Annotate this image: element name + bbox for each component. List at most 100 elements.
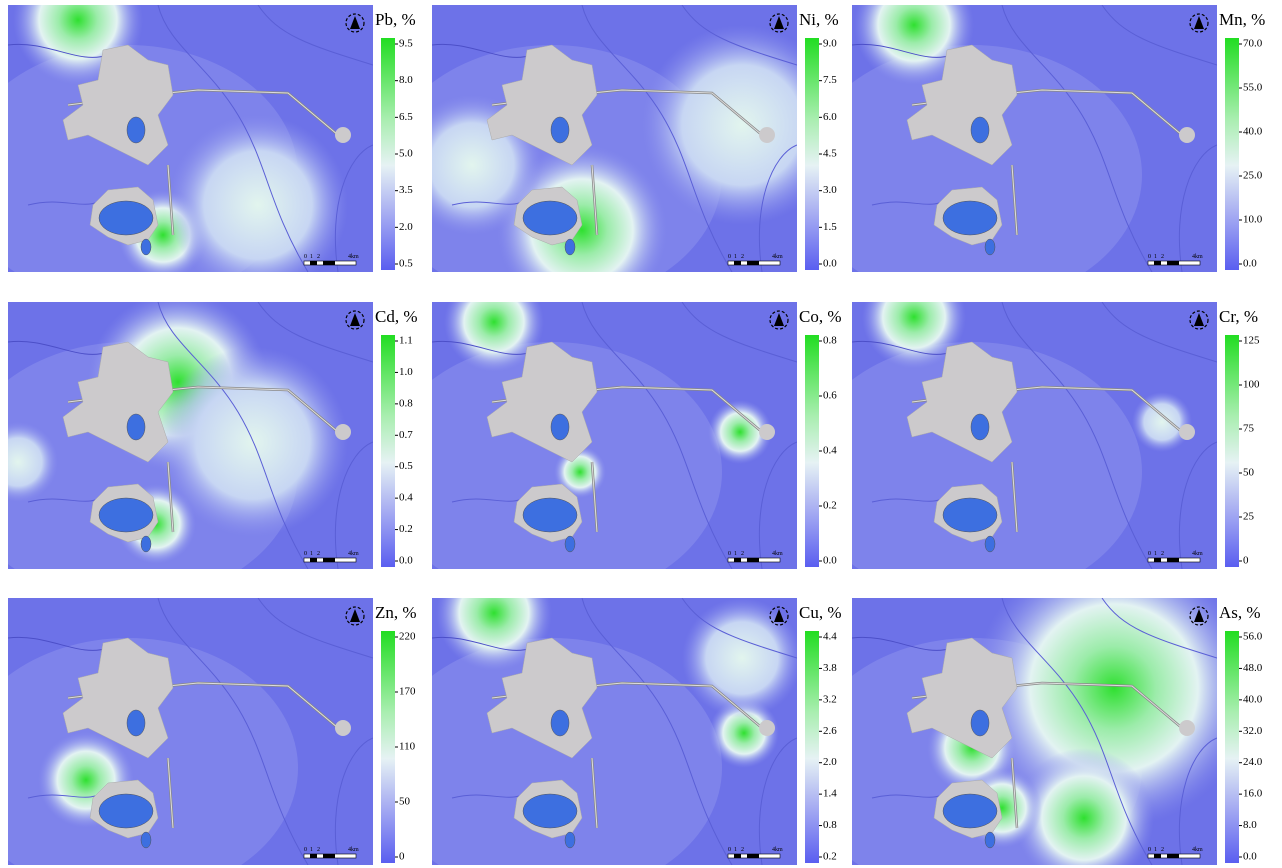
pond: [335, 720, 351, 736]
scale-bar-seg: [1154, 854, 1161, 858]
scale-label: 0: [728, 551, 731, 557]
tick-label: 0.6: [823, 390, 837, 402]
tick-label: 110: [399, 741, 416, 753]
scale-label: 0: [304, 551, 307, 557]
scale-bar-seg: [310, 558, 317, 562]
tick-label: 7.5: [823, 74, 837, 86]
tick-label: 75: [1243, 423, 1255, 435]
lake: [523, 498, 577, 532]
tick-label: 220: [399, 631, 416, 643]
tick-label: 2.0: [823, 756, 837, 768]
scale-bar-seg: [323, 854, 335, 858]
scale-label: 1: [734, 254, 737, 260]
tick-label: 24.0: [1243, 756, 1263, 768]
tick-label: 50: [1243, 467, 1255, 479]
scale-label: 1: [734, 847, 737, 853]
tick-label: 3.0: [823, 184, 837, 196]
scale-label: 1: [734, 551, 737, 557]
legend-title: Cu, %: [799, 603, 842, 622]
lake: [127, 117, 145, 143]
tick-label: 40.0: [1243, 693, 1263, 705]
map: [382, 555, 802, 868]
tick-label: 6.5: [399, 111, 413, 123]
tick-label: 0.2: [823, 851, 837, 863]
tick-label: 8.0: [399, 74, 413, 86]
legend-title: Cd, %: [375, 307, 418, 326]
tick-label: 9.0: [823, 38, 837, 50]
tick-label: 32.0: [1243, 725, 1263, 737]
tick-label: 70.0: [1243, 38, 1263, 50]
tick-label: 5.0: [399, 148, 413, 160]
lake: [985, 239, 995, 255]
tick-label: 3.8: [823, 662, 837, 674]
lake: [551, 117, 569, 143]
scale-label: 2: [1161, 254, 1164, 260]
lake: [523, 201, 577, 235]
lake: [127, 414, 145, 440]
scale-label: 0: [1148, 254, 1151, 260]
scale-label: 4km: [348, 551, 359, 557]
scale-label: 2: [317, 254, 320, 260]
lake: [943, 201, 997, 235]
lake: [971, 414, 989, 440]
hotspot: [1132, 392, 1192, 452]
tick-label: 9.5: [399, 38, 413, 50]
tick-label: 55.0: [1243, 82, 1263, 94]
color-bar: [381, 335, 395, 567]
scale-bar-seg: [734, 558, 741, 562]
color-bar: [1225, 631, 1239, 863]
scale-label: 1: [1154, 551, 1157, 557]
tick-label: 0.7: [399, 429, 413, 441]
scale-label: 0: [1148, 551, 1151, 557]
lake: [971, 710, 989, 736]
tick-label: 0.2: [399, 523, 413, 535]
pond: [759, 127, 775, 143]
tick-label: 6.0: [823, 111, 837, 123]
lake: [985, 832, 995, 848]
map-figure: 0124kmPb, %9.58.06.55.03.52.00.50124kmNi…: [0, 0, 1282, 868]
scale-label: 0: [304, 847, 307, 853]
scale-label: 2: [317, 847, 320, 853]
tick-label: 4.5: [823, 148, 837, 160]
tick-label: 0.0: [399, 555, 413, 567]
scale-label: 4km: [1192, 254, 1203, 260]
scale-bar-seg: [310, 261, 317, 265]
scale-label: 4km: [772, 254, 783, 260]
lake: [99, 498, 153, 532]
tick-label: 2.6: [823, 725, 837, 737]
map: [802, 548, 1254, 868]
hotspot: [168, 115, 348, 295]
pond: [1179, 424, 1195, 440]
lake: [523, 794, 577, 828]
scale-bar-seg: [1154, 261, 1161, 265]
scale-label: 4km: [348, 847, 359, 853]
color-bar: [381, 631, 395, 863]
scale-label: 0: [304, 254, 307, 260]
scale-label: 0: [728, 847, 731, 853]
scale-bar-seg: [1154, 558, 1161, 562]
tick-label: 1.0: [399, 366, 413, 378]
tick-label: 0: [399, 851, 405, 863]
lake: [127, 710, 145, 736]
tick-label: 0.0: [1243, 851, 1257, 863]
tick-label: 8.0: [1243, 819, 1257, 831]
tick-label: 0.0: [1243, 258, 1257, 270]
scale-label: 1: [310, 254, 313, 260]
tick-label: 16.0: [1243, 788, 1263, 800]
legend-title: Mn, %: [1219, 10, 1265, 29]
lake: [943, 794, 997, 828]
lake: [565, 536, 575, 552]
lake: [551, 414, 569, 440]
scale-bar-seg: [1167, 261, 1179, 265]
lake: [141, 536, 151, 552]
lake: [141, 832, 151, 848]
tick-label: 4.4: [823, 631, 837, 643]
scale-label: 4km: [772, 551, 783, 557]
lake: [565, 239, 575, 255]
scale-label: 4km: [772, 847, 783, 853]
scale-label: 2: [741, 847, 744, 853]
tick-label: 125: [1243, 335, 1260, 347]
scale-label: 4km: [1192, 847, 1203, 853]
